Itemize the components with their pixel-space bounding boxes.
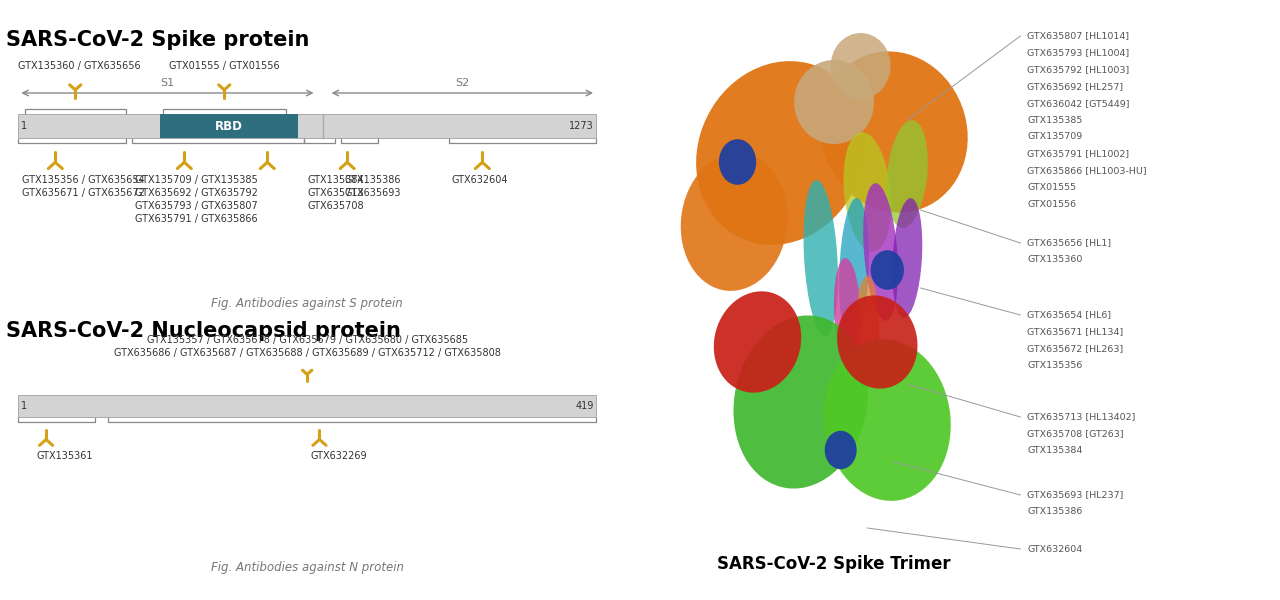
Text: GTX135361: GTX135361 xyxy=(37,451,93,461)
Ellipse shape xyxy=(844,132,891,252)
Text: Fig. Antibodies against S protein: Fig. Antibodies against S protein xyxy=(211,297,403,310)
Text: 1273: 1273 xyxy=(568,121,594,131)
Text: GTX135357 / GTX635678 / GTX635679 / GTX635680 / GTX635685
GTX635686 / GTX635687 : GTX135357 / GTX635678 / GTX635679 / GTX6… xyxy=(114,335,500,358)
Text: GTX135360 / GTX635656: GTX135360 / GTX635656 xyxy=(18,61,141,71)
Text: GTX636042 [GT5449]: GTX636042 [GT5449] xyxy=(1027,98,1129,108)
Text: GTX635866 [HL1003-HU]: GTX635866 [HL1003-HU] xyxy=(1027,166,1147,175)
Text: GTX135386
GTX635693: GTX135386 GTX635693 xyxy=(344,175,401,198)
Text: GTX635793 [HL1004]: GTX635793 [HL1004] xyxy=(1027,49,1129,58)
Text: GTX135384: GTX135384 xyxy=(1027,446,1083,455)
Ellipse shape xyxy=(804,180,838,336)
Ellipse shape xyxy=(863,183,899,321)
Text: GTX635692 [HL257]: GTX635692 [HL257] xyxy=(1027,82,1123,91)
Text: SARS-CoV-2 Spike Trimer: SARS-CoV-2 Spike Trimer xyxy=(717,555,951,573)
Ellipse shape xyxy=(696,61,865,245)
Text: GTX635713 [HL13402]: GTX635713 [HL13402] xyxy=(1027,413,1135,421)
Text: GTX01555: GTX01555 xyxy=(1027,182,1076,192)
Text: GTX635807 [HL1014]: GTX635807 [HL1014] xyxy=(1027,31,1129,40)
Bar xyxy=(18,114,596,138)
Text: GTX135386: GTX135386 xyxy=(1027,508,1083,516)
Text: GTX632269: GTX632269 xyxy=(310,451,367,461)
Text: 419: 419 xyxy=(575,401,594,411)
Bar xyxy=(160,114,298,138)
Text: GTX635708 [GT263]: GTX635708 [GT263] xyxy=(1027,430,1124,438)
Text: SARS-CoV-2 Nucleocapsid protein: SARS-CoV-2 Nucleocapsid protein xyxy=(6,321,401,341)
Text: GTX01555 / GTX01556: GTX01555 / GTX01556 xyxy=(169,61,279,71)
Ellipse shape xyxy=(714,292,801,392)
Text: GTX135384
GTX635713
GTX635708: GTX135384 GTX635713 GTX635708 xyxy=(307,175,364,211)
Text: RBD: RBD xyxy=(215,119,243,133)
Ellipse shape xyxy=(840,198,869,342)
Text: S2: S2 xyxy=(456,78,470,88)
Ellipse shape xyxy=(824,339,951,501)
Ellipse shape xyxy=(870,250,904,290)
Ellipse shape xyxy=(824,431,856,469)
Text: GTX635792 [HL1003]: GTX635792 [HL1003] xyxy=(1027,65,1129,74)
Ellipse shape xyxy=(733,316,868,488)
Text: GTX135360: GTX135360 xyxy=(1027,256,1083,264)
Bar xyxy=(18,395,596,417)
Ellipse shape xyxy=(837,295,918,389)
Text: Fig. Antibodies against N protein: Fig. Antibodies against N protein xyxy=(211,561,403,574)
Text: GTX135356: GTX135356 xyxy=(1027,361,1083,370)
Text: GTX635654 [HL6]: GTX635654 [HL6] xyxy=(1027,311,1111,319)
Text: GTX01556: GTX01556 xyxy=(1027,199,1076,209)
Ellipse shape xyxy=(833,258,861,366)
Text: GTX635671 [HL134]: GTX635671 [HL134] xyxy=(1027,328,1124,336)
Text: GTX635791 [HL1002]: GTX635791 [HL1002] xyxy=(1027,149,1129,158)
Ellipse shape xyxy=(820,52,968,212)
Text: GTX635693 [HL237]: GTX635693 [HL237] xyxy=(1027,491,1124,499)
Text: GTX135709: GTX135709 xyxy=(1027,133,1083,142)
Text: 1: 1 xyxy=(20,121,27,131)
Ellipse shape xyxy=(831,33,891,99)
Ellipse shape xyxy=(719,139,756,185)
Text: 1: 1 xyxy=(20,401,27,411)
Text: GTX135356 / GTX635654
GTX635671 / GTX635672: GTX135356 / GTX635654 GTX635671 / GTX635… xyxy=(22,175,145,198)
Ellipse shape xyxy=(892,198,923,318)
Ellipse shape xyxy=(887,120,928,228)
Text: GTX635656 [HL1]: GTX635656 [HL1] xyxy=(1027,238,1111,247)
Ellipse shape xyxy=(681,153,787,291)
Text: S1: S1 xyxy=(160,78,174,88)
Text: GTX635672 [HL263]: GTX635672 [HL263] xyxy=(1027,344,1124,353)
Text: GTX135709 / GTX135385
GTX635692 / GTX635792
GTX635793 / GTX635807
GTX635791 / GT: GTX135709 / GTX135385 GTX635692 / GTX635… xyxy=(136,175,259,224)
Text: GTX632604: GTX632604 xyxy=(452,175,508,185)
Text: GTX135385: GTX135385 xyxy=(1027,115,1083,125)
Text: SARS-CoV-2 Spike protein: SARS-CoV-2 Spike protein xyxy=(6,30,310,50)
Ellipse shape xyxy=(855,276,879,384)
Ellipse shape xyxy=(794,60,874,144)
Text: GTX632604: GTX632604 xyxy=(1027,545,1083,553)
